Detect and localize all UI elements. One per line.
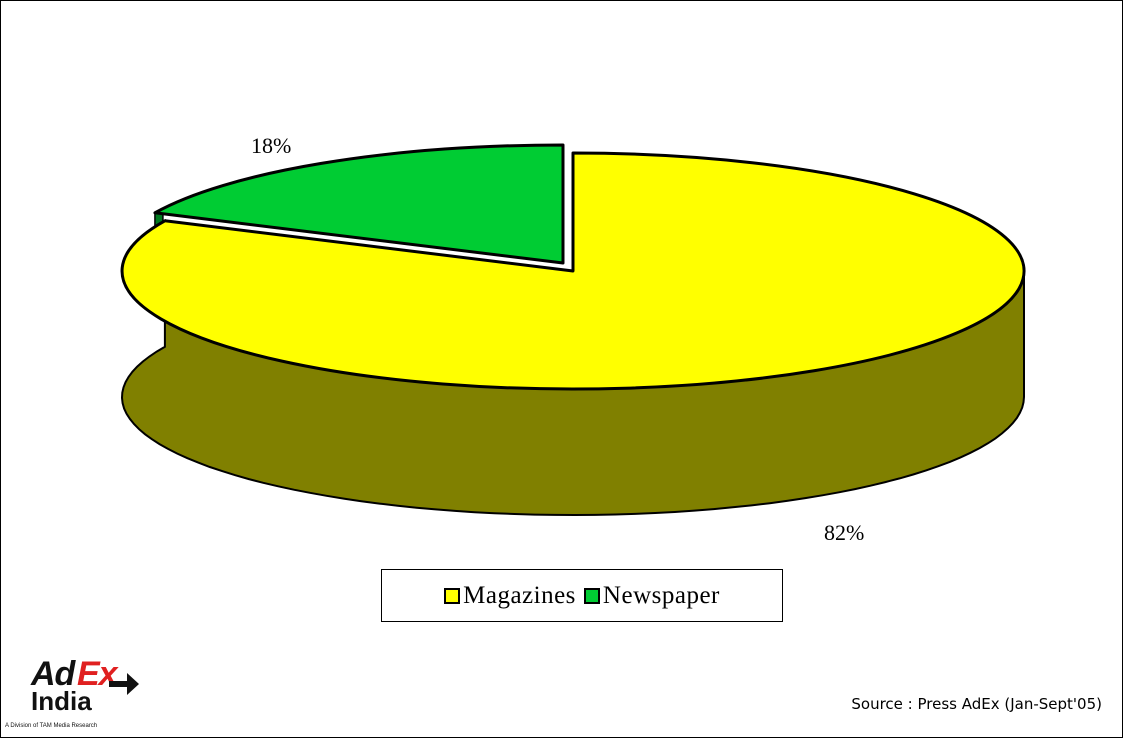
logo-ad-text: Ad: [31, 655, 75, 693]
logo-india-text: India: [31, 686, 92, 716]
legend-swatch-magazines: [444, 587, 461, 604]
data-label-magazines: 82%: [824, 520, 864, 545]
legend-swatch-newspaper: [583, 587, 600, 604]
logo-arrow-icon: [109, 673, 139, 695]
source-note: Source : Press AdEx (Jan-Sept'05): [851, 695, 1102, 713]
legend-label-magazines: Magazines: [463, 581, 576, 609]
adex-india-logo: Ad Ex India A Division of TAM Media Rese…: [5, 657, 165, 737]
legend-item-magazines: Magazines: [444, 582, 576, 610]
legend-item-newspaper: Newspaper: [583, 581, 720, 610]
slice-magazines: [120, 151, 1026, 391]
legend: Magazines Newspaper: [381, 569, 783, 622]
logo-tagline: A Division of TAM Media Research: [5, 723, 98, 729]
slice-newspaper: [153, 143, 565, 265]
legend-label-newspaper: Newspaper: [602, 581, 720, 609]
data-label-newspaper: 18%: [251, 133, 291, 158]
